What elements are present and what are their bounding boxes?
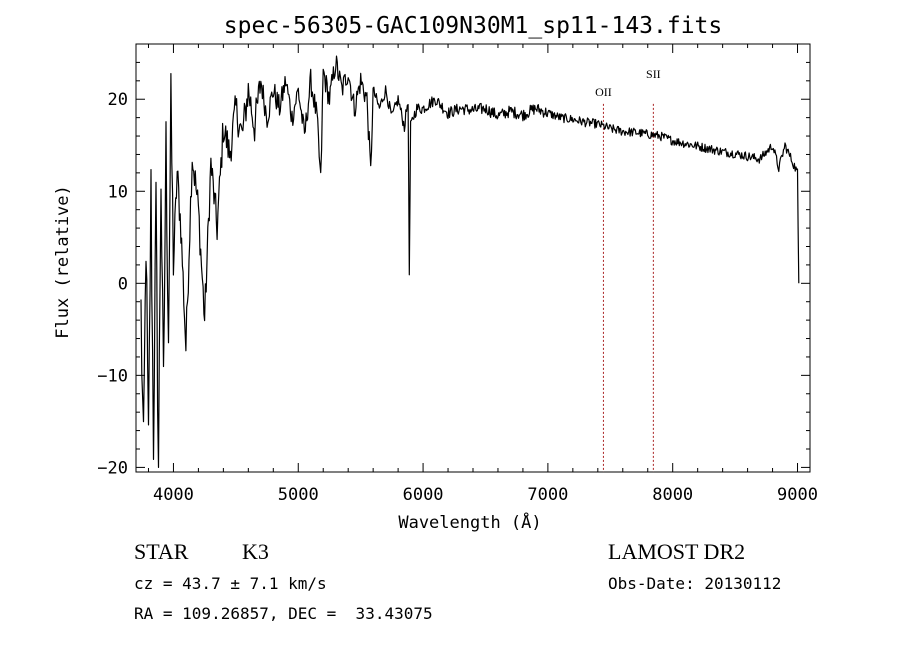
x-tick-label: 5000: [278, 485, 319, 505]
y-tick-labels: −20 −10 0 10 20: [97, 90, 128, 478]
y-axis-label: Flux (relative): [53, 185, 73, 339]
y-tick-label: −10: [97, 366, 128, 386]
x-tick-labels: 4000 5000 6000 7000 8000 9000: [153, 485, 818, 505]
x-tick-label: 4000: [153, 485, 194, 505]
spectrum-line: [140, 55, 800, 468]
y-tick-label: 10: [108, 182, 128, 202]
x-tick-label: 7000: [527, 485, 568, 505]
obs-date: Obs-Date: 20130112: [608, 574, 782, 593]
emission-line-label: SII: [646, 67, 661, 81]
y-tick-label: 0: [118, 274, 128, 294]
object-subclass: K3: [242, 539, 269, 564]
axis-ticks: [136, 44, 810, 472]
redshift-text: cz = 43.7 ± 7.1 km/s: [134, 574, 327, 593]
coordinates: RA = 109.26857, DEC = 33.43075: [134, 604, 433, 623]
y-tick-label: −20: [97, 458, 128, 478]
x-tick-label: 6000: [403, 485, 444, 505]
x-axis-label: Wavelength (Å): [398, 511, 541, 533]
chart-title: spec-56305-GAC109N30M1_sp11-143.fits: [224, 13, 723, 39]
survey-label: LAMOST DR2: [608, 539, 746, 564]
y-tick-label: 20: [108, 90, 128, 110]
emission-line-label: OII: [595, 85, 612, 99]
emission-line-markers: OII SII: [595, 67, 661, 472]
x-tick-label: 8000: [652, 485, 693, 505]
x-tick-label: 9000: [777, 485, 818, 505]
object-class: STAR: [134, 539, 189, 564]
